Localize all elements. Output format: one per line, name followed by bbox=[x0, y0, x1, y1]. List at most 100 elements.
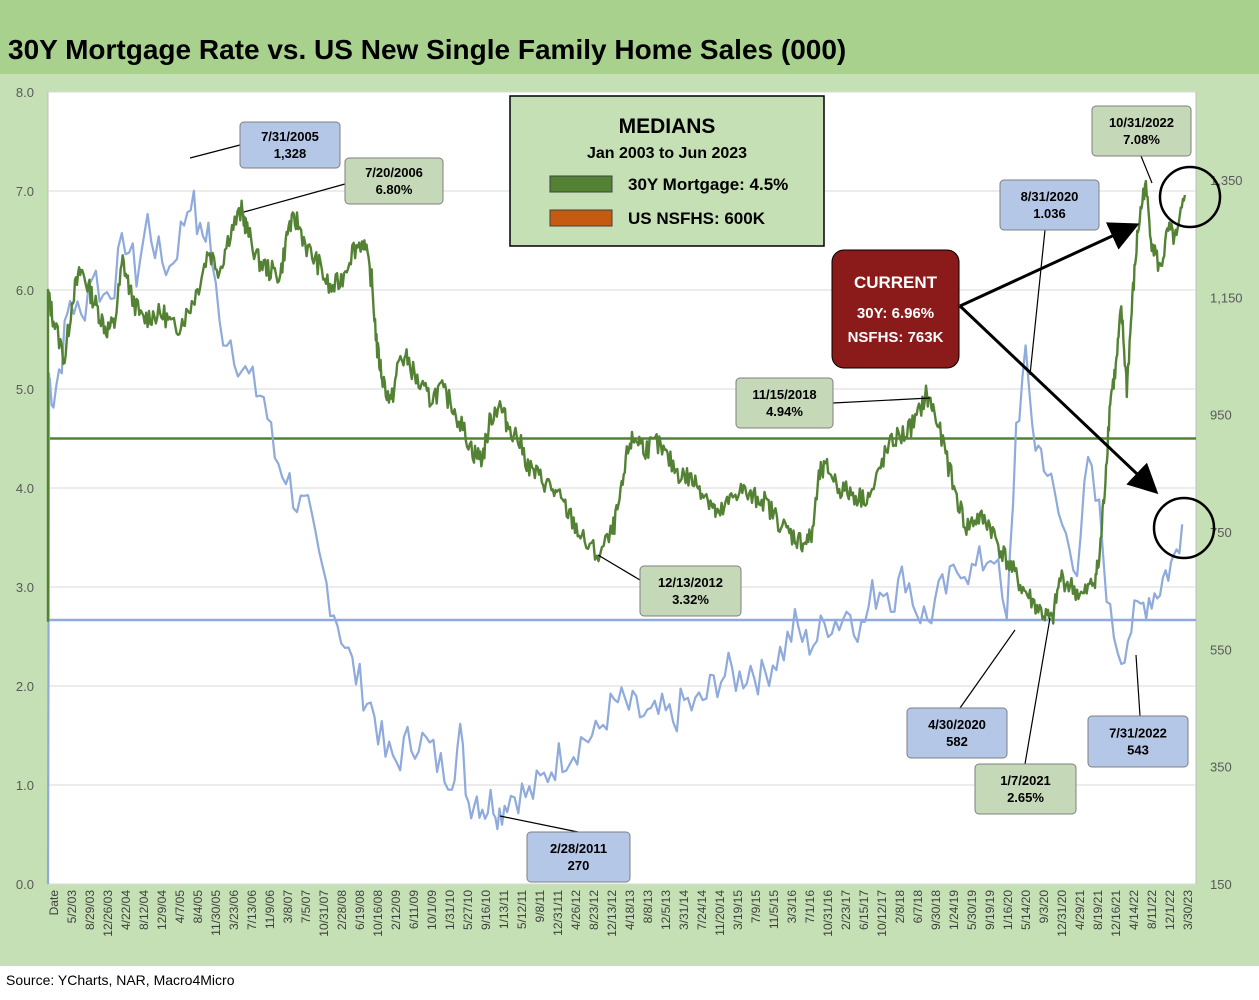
x-tick-label: 9/8/11 bbox=[533, 890, 547, 923]
y-right-tick-label: 550 bbox=[1210, 642, 1232, 657]
x-tick-label: 11/20/14 bbox=[713, 890, 727, 936]
x-tick-label: 9/3/20 bbox=[1037, 890, 1051, 924]
chart-svg: 0.0 1.0 2.0 3.0 4.0 5.0 6.0 7.0 8.0 150 350 550 750 9… bbox=[16, 85, 1243, 937]
annotation-leader bbox=[1135, 654, 1141, 717]
series-line-mortgage bbox=[46, 179, 1187, 625]
x-tick-label: 12/9/04 bbox=[155, 890, 169, 930]
legend-heading: MEDIANS bbox=[619, 115, 716, 138]
annotation-date: 7/31/2022 bbox=[1109, 726, 1167, 741]
x-tick-label: 10/31/16 bbox=[821, 890, 835, 937]
source-note: Source: YCharts, NAR, Macro4Micro bbox=[6, 972, 235, 988]
annotation-leader bbox=[243, 183, 346, 213]
annotation-box bbox=[239, 121, 341, 169]
current-arrow-sales bbox=[958, 304, 1159, 495]
x-tick-label: 10/1/09 bbox=[425, 890, 439, 930]
x-tick-label: Date bbox=[47, 890, 61, 916]
annotation-box bbox=[974, 763, 1077, 815]
x-tick-label: 3/30/23 bbox=[1181, 890, 1195, 930]
x-tick-label: 2/12/09 bbox=[389, 890, 403, 930]
y-left-tick-label: 4.0 bbox=[16, 481, 34, 496]
annotation-box bbox=[1091, 105, 1192, 157]
x-tick-label: 4/29/21 bbox=[1073, 890, 1087, 930]
y-left-tick-label: 7.0 bbox=[16, 184, 34, 199]
x-tick-label: 4/18/13 bbox=[623, 890, 637, 930]
annotation-date: 4/30/2020 bbox=[928, 717, 986, 732]
y-left-tick-label: 5.0 bbox=[16, 382, 34, 397]
x-tick-label: 8/23/12 bbox=[587, 890, 601, 930]
title-bar: 30Y Mortgage Rate vs. US New Single Fami… bbox=[0, 0, 1259, 75]
current-box bbox=[831, 249, 960, 369]
x-tick-label: 5/27/10 bbox=[461, 890, 475, 930]
x-tick-label: 3/3/16 bbox=[785, 890, 799, 924]
x-tick-label: 2/23/17 bbox=[839, 890, 853, 930]
annotation-leader bbox=[959, 629, 1016, 709]
x-tick-label: 10/16/08 bbox=[371, 890, 385, 937]
annotation-box bbox=[639, 565, 742, 617]
x-tick-label: 7/24/14 bbox=[695, 890, 709, 930]
annotation-date: 2/28/2011 bbox=[550, 841, 607, 856]
x-tick-label: 5/12/11 bbox=[515, 890, 529, 929]
legend-subheading: Jan 2003 to Jun 2023 bbox=[587, 145, 747, 162]
annotation-leader bbox=[1140, 155, 1153, 184]
y-right-tick-label: 950 bbox=[1210, 408, 1232, 423]
legend-label: 30Y Mortgage: 4.5% bbox=[628, 175, 788, 194]
annotation-date: 10/31/2022 bbox=[1109, 115, 1174, 130]
x-tick-label: 8/4/05 bbox=[191, 890, 205, 924]
x-tick-label: 12/13/12 bbox=[605, 890, 619, 937]
x-tick-label: 6/19/08 bbox=[353, 890, 367, 930]
annotation-box bbox=[906, 707, 1008, 759]
x-tick-label: 7/1/16 bbox=[803, 890, 817, 924]
x-tick-label: 2/28/08 bbox=[335, 890, 349, 930]
x-tick-label: 4/14/22 bbox=[1127, 890, 1141, 930]
x-tick-label: 9/19/19 bbox=[983, 890, 997, 930]
annotation-box bbox=[526, 831, 631, 883]
annotation-box bbox=[344, 157, 444, 205]
legend-swatch bbox=[549, 209, 613, 227]
x-tick-label: 10/12/17 bbox=[875, 890, 889, 937]
x-tick-label: 4/26/12 bbox=[569, 890, 583, 930]
x-tick-label: 6/7/18 bbox=[911, 890, 925, 924]
x-tick-label: 6/11/09 bbox=[407, 890, 421, 929]
x-tick-label: 7/13/06 bbox=[245, 890, 259, 930]
y-right-tick-label: 150 bbox=[1210, 877, 1232, 892]
x-tick-label: 12/16/21 bbox=[1109, 890, 1123, 937]
annotation-leader bbox=[597, 554, 641, 581]
x-tick-label: 5/30/19 bbox=[965, 890, 979, 930]
x-tick-label: 9/30/18 bbox=[929, 890, 943, 930]
annotation-date: 12/13/2012 bbox=[658, 575, 723, 590]
annotation-value: 7.08% bbox=[1123, 132, 1160, 147]
annotation-value: 582 bbox=[946, 734, 968, 749]
y-right-tick-label: 750 bbox=[1210, 525, 1232, 540]
x-tick-label: 5/14/20 bbox=[1019, 890, 1033, 930]
x-tick-label: 9/16/10 bbox=[479, 890, 493, 930]
legend-swatch bbox=[549, 175, 613, 193]
y-right-tick-label: 1,150 bbox=[1210, 290, 1243, 305]
x-tick-label: 4/7/05 bbox=[173, 890, 187, 924]
annotation-value: 270 bbox=[568, 858, 590, 873]
x-tick-label: 8/8/13 bbox=[641, 890, 655, 924]
annotation-leader bbox=[1029, 229, 1046, 376]
annotation-date: 11/15/2018 bbox=[752, 387, 816, 402]
chart-title: 30Y Mortgage Rate vs. US New Single Fami… bbox=[8, 34, 847, 65]
annotation-leader bbox=[189, 144, 241, 159]
y-left-tick-label: 0.0 bbox=[16, 877, 34, 892]
x-tick-label: 7/5/07 bbox=[299, 890, 313, 924]
x-tick-label: 4/22/04 bbox=[119, 890, 133, 930]
x-tick-label: 8/11/22 bbox=[1145, 890, 1159, 929]
x-tick-label: 5/2/03 bbox=[65, 890, 79, 924]
x-tick-label: 12/1/22 bbox=[1163, 890, 1177, 930]
x-tick-label: 7/9/15 bbox=[749, 890, 763, 924]
current-circle-mortgage bbox=[1158, 165, 1222, 229]
current-line-1: 30Y: 6.96% bbox=[857, 305, 934, 322]
y-right-tick-label: 350 bbox=[1210, 760, 1232, 775]
annotation-box bbox=[999, 179, 1100, 231]
annotation-date: 8/31/2020 bbox=[1021, 189, 1079, 204]
current-arrow-mortgage bbox=[959, 222, 1140, 308]
annotation-value: 1,328 bbox=[274, 146, 307, 161]
y-left-tick-label: 8.0 bbox=[16, 85, 34, 100]
legend-label: US NSFHS: 600K bbox=[628, 209, 766, 228]
annotation-leader bbox=[1024, 617, 1051, 765]
y-left-tick-label: 6.0 bbox=[16, 283, 34, 298]
x-tick-label: 12/31/11 bbox=[551, 890, 565, 936]
series-line-sales bbox=[46, 189, 1184, 885]
